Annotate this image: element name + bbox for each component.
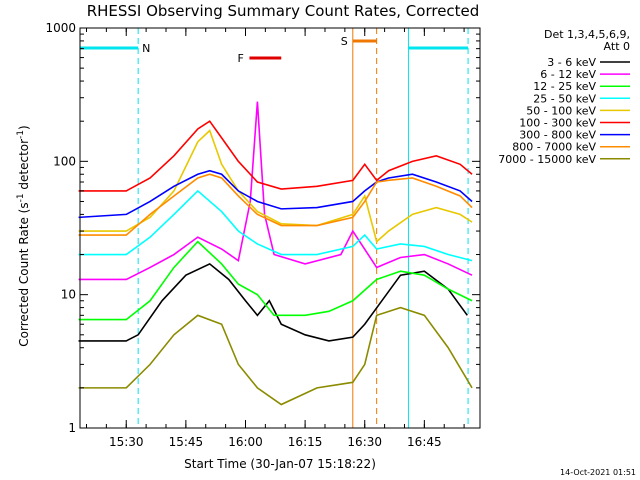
- legend-label-0: 3 - 6 keV: [547, 56, 596, 69]
- plot-frame: [79, 27, 481, 429]
- legend-label-8: 7000 - 15000 keV: [498, 153, 596, 166]
- series-line-7: [78, 173, 473, 236]
- series-line-5: [78, 120, 473, 192]
- series-line-0: [78, 263, 468, 342]
- x-tick-label: 16:30: [347, 435, 382, 449]
- y-axis-label: Corrected Count Rate (s-1 detector-1): [16, 125, 31, 346]
- y-tick-label: 1000: [45, 21, 76, 35]
- x-tick-label: 16:15: [288, 435, 323, 449]
- series-line-6: [78, 169, 473, 219]
- marker-label-s: S: [341, 35, 348, 48]
- x-tick-label: 15:45: [169, 435, 204, 449]
- x-tick-label: 15:30: [109, 435, 144, 449]
- y-tick-label: 100: [53, 154, 76, 168]
- y-tick-label: 1: [68, 421, 76, 435]
- series-line-8: [78, 306, 473, 406]
- legend-label-6: 300 - 800 keV: [519, 129, 596, 142]
- legend-label-4: 50 - 100 keV: [526, 104, 596, 117]
- series-line-3: [78, 189, 473, 262]
- gap-region: [352, 28, 377, 428]
- legend-header-att: Att 0: [604, 40, 630, 53]
- marker-label-n: N: [142, 42, 150, 55]
- legend-label-5: 100 - 300 keV: [519, 117, 596, 130]
- chart-title: RHESSI Observing Summary Count Rates, Co…: [87, 2, 480, 20]
- timestamp: 14-Oct-2021 01:51: [560, 468, 636, 477]
- x-axis-label: Start Time (30-Jan-07 15:18:22): [184, 457, 376, 471]
- series-line-2: [78, 240, 473, 321]
- y-tick-label: 10: [61, 288, 76, 302]
- legend-header-det: Det 1,3,4,5,6,9,: [544, 28, 630, 41]
- legend-label-7: 800 - 7000 keV: [512, 141, 596, 154]
- x-tick-label: 16:45: [407, 435, 442, 449]
- series-line-1: [78, 101, 473, 281]
- legend-label-1: 6 - 12 keV: [540, 68, 596, 81]
- legend-label-3: 25 - 50 keV: [533, 92, 596, 105]
- x-tick-label: 16:00: [228, 435, 263, 449]
- legend-label-2: 12 - 25 keV: [533, 80, 596, 93]
- marker-label-f: F: [237, 52, 243, 65]
- series-line-4: [78, 129, 473, 244]
